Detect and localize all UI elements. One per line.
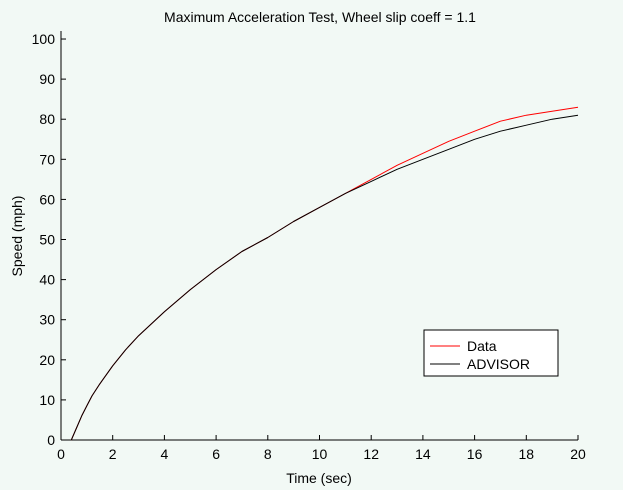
y-tick-label: 30 xyxy=(39,312,55,328)
plot-area xyxy=(60,31,578,441)
x-tick-label: 14 xyxy=(415,446,431,462)
legend-box xyxy=(423,329,559,377)
x-tick-label: 8 xyxy=(264,446,272,462)
x-tick-label: 20 xyxy=(570,446,586,462)
y-tick-label: 0 xyxy=(47,432,55,448)
x-tick-label: 0 xyxy=(57,446,65,462)
x-tick-label: 10 xyxy=(312,446,328,462)
y-tick-label: 10 xyxy=(39,392,55,408)
ticks-layer: 0 2 4 6 8 10 12 14 16 18 20 0 10 20 30 40 50 60 70 80 90 100 xyxy=(32,31,586,462)
y-tick-label: 80 xyxy=(39,111,55,127)
y-tick-label: 100 xyxy=(32,31,56,47)
series-layer xyxy=(70,106,579,441)
x-tick-label: 18 xyxy=(519,446,535,462)
legend-label-advisor: ADVISOR xyxy=(467,356,530,372)
y-axis-title: Speed (mph) xyxy=(9,196,25,277)
x-tick-label: 2 xyxy=(109,446,117,462)
x-tick-label: 4 xyxy=(161,446,169,462)
legend-label-data: Data xyxy=(467,338,497,354)
y-tick-label: 70 xyxy=(39,151,55,167)
x-axis-title: Time (sec) xyxy=(286,470,352,486)
x-tick-label: 16 xyxy=(467,446,483,462)
x-tick-label: 12 xyxy=(363,446,379,462)
x-tick-label: 6 xyxy=(212,446,220,462)
plot-background xyxy=(61,31,578,440)
legend: Data ADVISOR xyxy=(423,329,559,377)
y-tick-label: 50 xyxy=(39,232,55,248)
y-tick-label: 40 xyxy=(39,272,55,288)
chart-title: Maximum Acceleration Test, Wheel slip co… xyxy=(164,9,476,25)
y-tick-label: 60 xyxy=(39,191,55,207)
y-tick-label: 90 xyxy=(39,71,55,87)
series-line-advisor xyxy=(70,114,579,441)
y-tick-label: 20 xyxy=(39,352,55,368)
